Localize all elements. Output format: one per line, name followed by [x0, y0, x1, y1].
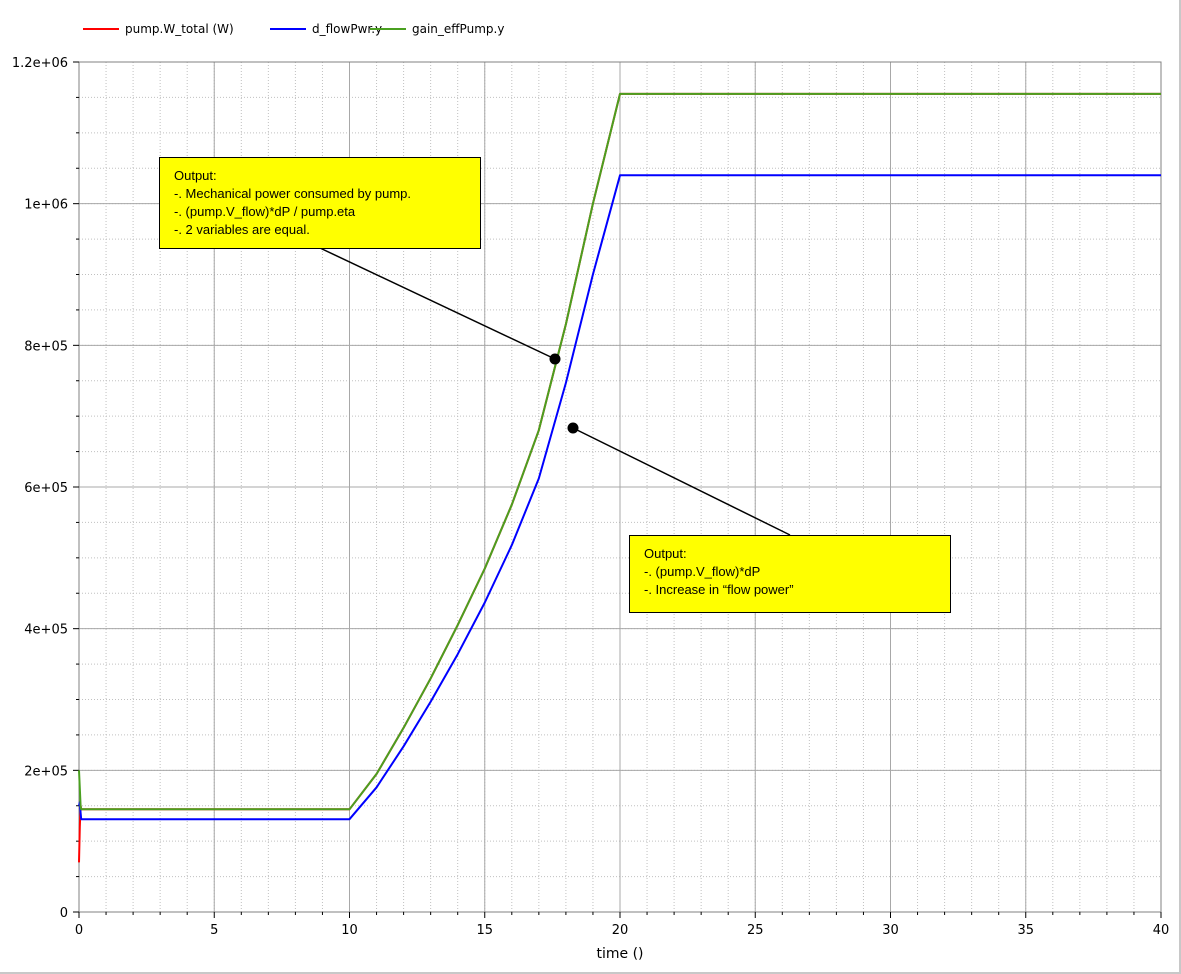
- annotation-line: -. Increase in “flow power”: [644, 582, 794, 597]
- annotation-line: -. 2 variables are equal.: [174, 222, 310, 237]
- series-line-2: [78, 92, 1161, 811]
- x-tick-label: 5: [210, 923, 218, 938]
- x-tick-label: 25: [747, 923, 764, 938]
- legend: pump.W_total (W) d_flowPwr.y gain_effPump.…: [83, 22, 504, 36]
- annotation-box-flow-power: Output: -. (pump.V_flow)*dP -. Increase …: [629, 535, 951, 613]
- y-tick-label: 8e+05: [24, 339, 68, 354]
- series-lines: [78, 92, 1161, 863]
- annotation-box-mechanical-power: Output: -. Mechanical power consumed by …: [159, 157, 481, 249]
- legend-label: d_flowPwr.y: [312, 22, 382, 36]
- window-border-right: [1179, 0, 1181, 974]
- leader-line-1: [319, 247, 556, 360]
- x-axis-title: time (): [596, 946, 643, 962]
- y-tick-label: 0: [60, 906, 68, 921]
- x-tick-label: 0: [75, 923, 83, 938]
- y-tick-label: 1e+06: [24, 198, 68, 213]
- annotation-line: -. (pump.V_flow)*dP / pump.eta: [174, 204, 356, 219]
- x-axis-tick-labels: 0 5 10 15 20 25 30 35 40: [75, 923, 1169, 938]
- x-tick-label: 35: [1017, 923, 1034, 938]
- x-tick-label: 20: [612, 923, 629, 938]
- axis-ticks: [73, 61, 1162, 918]
- annotation-leaders: [319, 247, 791, 536]
- annotation-line: Output:: [174, 168, 217, 183]
- series-line-1: [78, 174, 1161, 821]
- x-tick-label: 30: [882, 923, 899, 938]
- leader-dot-1: [549, 353, 561, 365]
- annotation-line: Output:: [644, 546, 687, 561]
- y-tick-label: 1.2e+06: [12, 56, 68, 71]
- x-tick-label: 10: [341, 923, 358, 938]
- annotation-line: -. Mechanical power consumed by pump.: [174, 186, 412, 201]
- x-tick-label: 15: [476, 923, 493, 938]
- legend-label: gain_effPump.y: [412, 22, 504, 36]
- leader-dot-2: [567, 422, 579, 434]
- y-tick-label: 4e+05: [24, 623, 68, 638]
- leader-line-2: [572, 427, 791, 536]
- y-tick-label: 6e+05: [24, 481, 68, 496]
- window-border-bottom: [0, 972, 1181, 974]
- y-axis-tick-labels: 0 2e+05 4e+05 6e+05 8e+05 1e+06 1.2e+06: [12, 56, 68, 921]
- annotation-line: -. (pump.V_flow)*dP: [644, 564, 761, 579]
- y-tick-label: 2e+05: [24, 764, 68, 779]
- x-tick-label: 40: [1153, 923, 1170, 938]
- legend-label: pump.W_total (W): [125, 22, 234, 36]
